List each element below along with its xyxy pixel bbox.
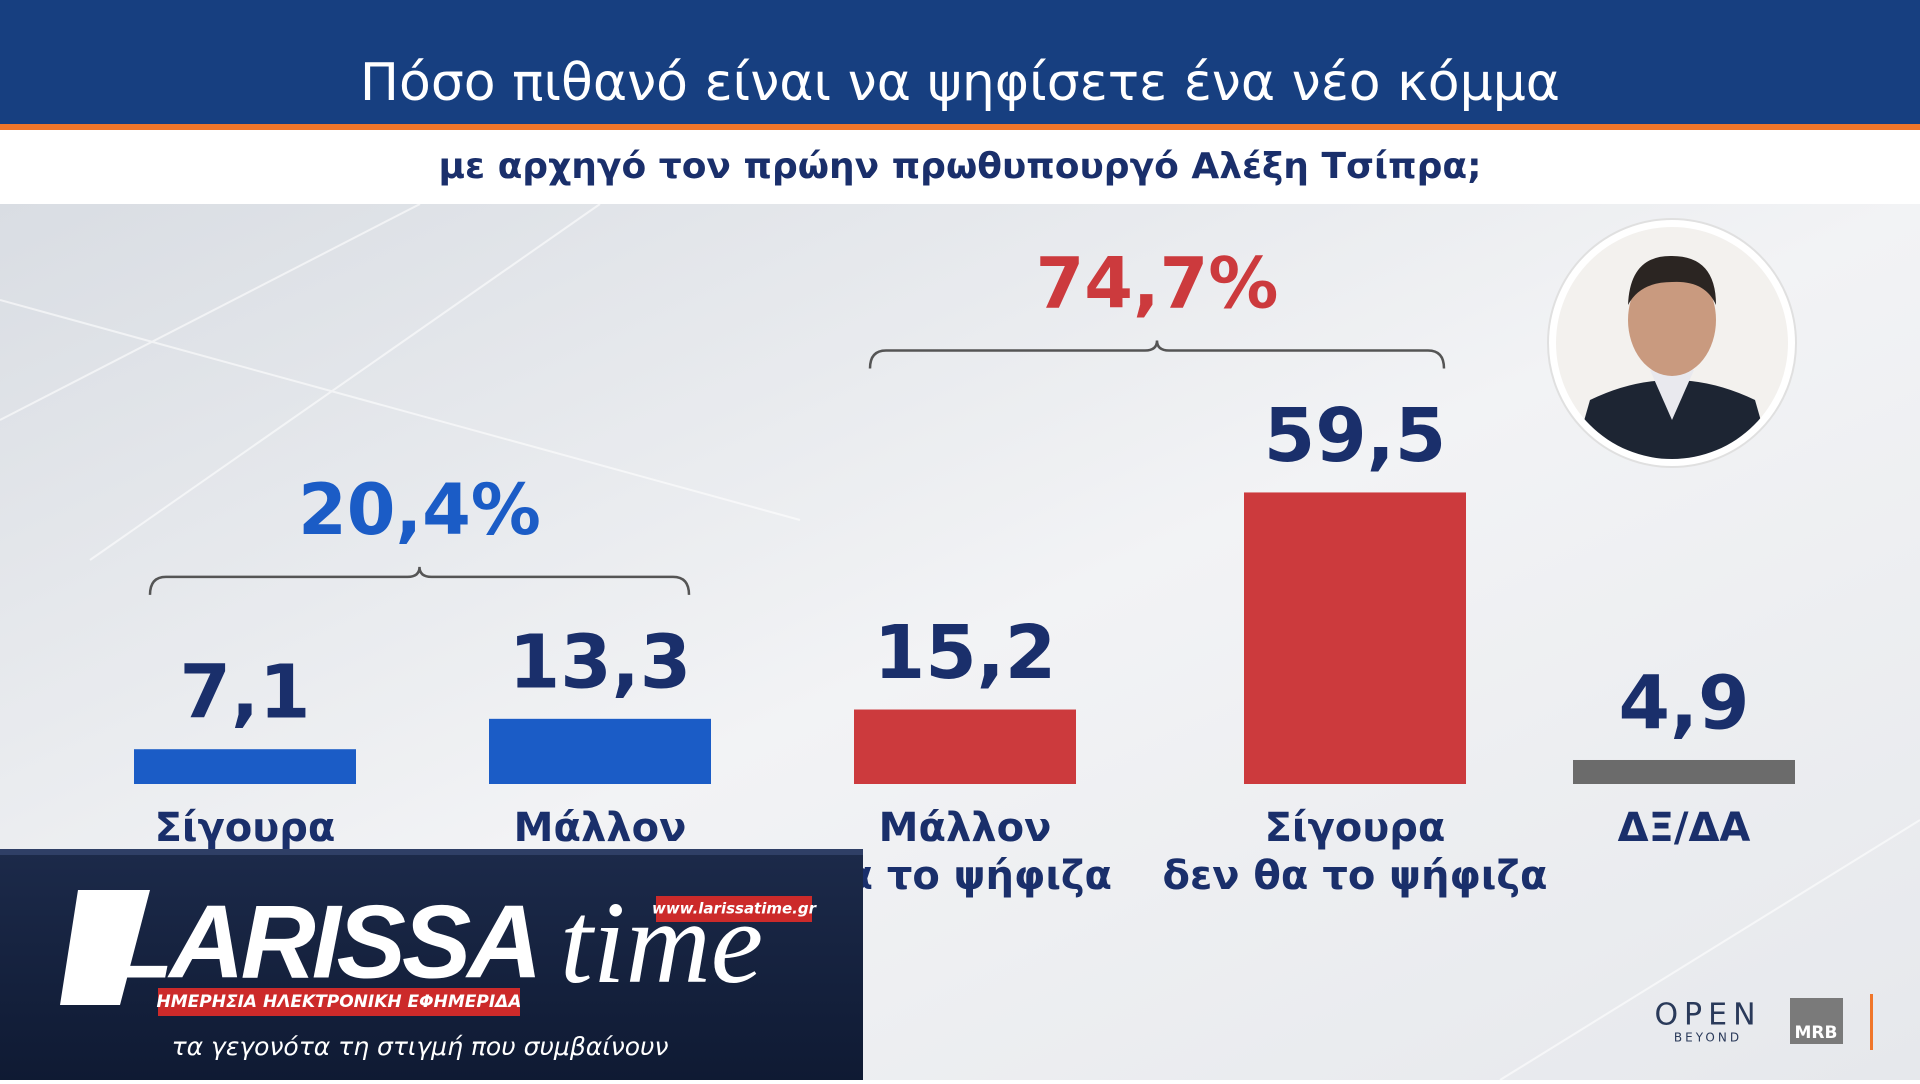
logo-name: LARISSA	[110, 884, 538, 1000]
bar	[134, 749, 356, 784]
chart-title: Πόσο πιθανό είναι να ψηφίσετε ένα νέο κό…	[360, 53, 1560, 113]
value-label: 13,3	[509, 619, 692, 705]
bar	[489, 718, 711, 784]
logo: LARISSA time www.larissatime.gr ΗΜΕΡΗΣΙΑ…	[0, 849, 863, 1080]
bar	[1573, 759, 1795, 784]
value-label: 7,1	[179, 650, 310, 736]
logo-url: www.larissatime.gr	[652, 900, 818, 918]
value-label: 15,2	[874, 610, 1057, 696]
category-label: Μάλλον θα το ψήφιζα	[818, 805, 1112, 899]
bar	[854, 709, 1076, 784]
channel-sub: BEYOND	[1674, 1031, 1742, 1045]
bar	[1244, 492, 1466, 784]
category-label: Σίγουρα	[155, 805, 336, 851]
decoration	[0, 203, 1920, 1081]
header-accent	[0, 124, 1920, 130]
pollster-name: MRB	[1795, 1023, 1838, 1043]
group-bracket	[148, 566, 691, 595]
subtitle-band	[0, 130, 1920, 204]
group-label: 74,7%	[1036, 242, 1279, 324]
logo-slogan: τα γεγονότα τη στιγμή που συμβαίνουν	[172, 1032, 669, 1061]
logo-tagline: ΗΜΕΡΗΣΙΑ ΗΛΕΚΤΡΟΝΙΚΗ ΕΦΗΜΕΡΙΔΑ	[157, 992, 522, 1012]
brand: OPEN BEYOND MRB	[1654, 994, 1873, 1050]
category-label: Μάλλον	[514, 805, 687, 851]
value-label: 59,5	[1264, 393, 1447, 479]
group-bracket	[868, 340, 1446, 369]
portrait	[1547, 218, 1797, 468]
channel-name: OPEN	[1654, 998, 1761, 1033]
chart-subtitle: με αρχηγό τον πρώην πρωθυπουργό Αλέξη Τσ…	[439, 146, 1482, 187]
group-label: 20,4%	[298, 469, 541, 551]
category-label: ΔΞ/ΔΑ	[1618, 805, 1751, 851]
category-label: Σίγουρα δεν θα το ψήφιζα	[1163, 805, 1548, 899]
value-label: 4,9	[1618, 660, 1749, 746]
header-band	[0, 0, 1920, 124]
